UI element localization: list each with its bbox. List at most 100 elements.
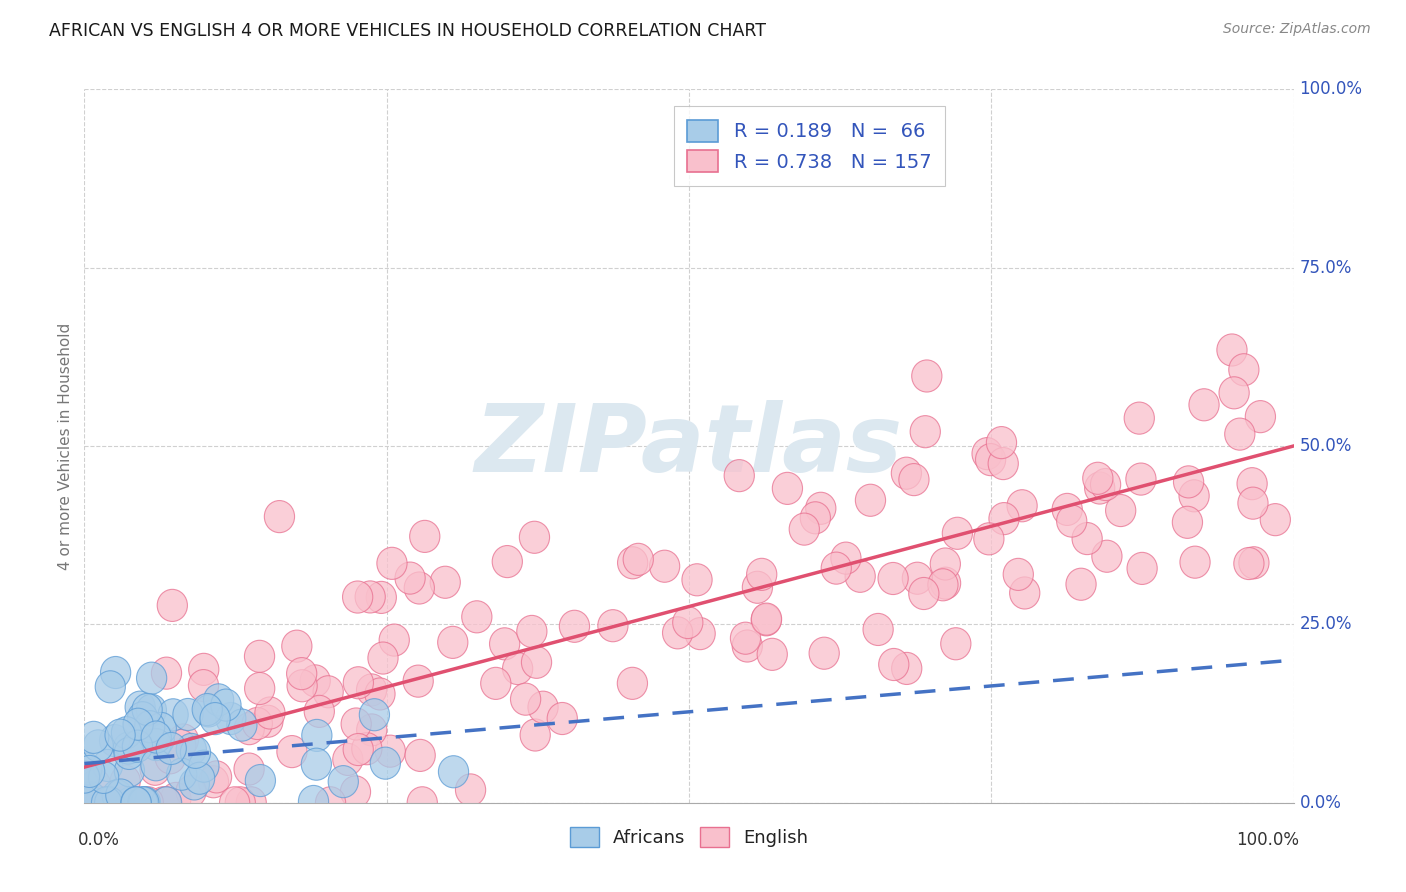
Ellipse shape xyxy=(489,628,520,660)
Ellipse shape xyxy=(891,652,922,684)
Ellipse shape xyxy=(974,523,1004,555)
Ellipse shape xyxy=(928,569,957,601)
Ellipse shape xyxy=(404,665,433,698)
Ellipse shape xyxy=(342,708,371,740)
Ellipse shape xyxy=(83,730,114,762)
Ellipse shape xyxy=(1128,552,1157,584)
Ellipse shape xyxy=(1180,546,1211,578)
Ellipse shape xyxy=(72,753,101,785)
Ellipse shape xyxy=(76,787,107,819)
Ellipse shape xyxy=(800,502,831,534)
Ellipse shape xyxy=(188,750,219,782)
Ellipse shape xyxy=(520,719,550,751)
Ellipse shape xyxy=(333,743,363,775)
Ellipse shape xyxy=(430,566,460,599)
Ellipse shape xyxy=(756,639,787,671)
Ellipse shape xyxy=(987,426,1017,458)
Ellipse shape xyxy=(340,776,371,808)
Ellipse shape xyxy=(903,562,932,594)
Ellipse shape xyxy=(166,730,195,762)
Text: ZIPatlas: ZIPatlas xyxy=(475,400,903,492)
Ellipse shape xyxy=(219,787,250,819)
Ellipse shape xyxy=(1126,463,1156,495)
Ellipse shape xyxy=(1052,493,1083,525)
Ellipse shape xyxy=(150,787,181,819)
Ellipse shape xyxy=(672,607,703,639)
Ellipse shape xyxy=(114,738,145,770)
Ellipse shape xyxy=(1007,490,1038,522)
Ellipse shape xyxy=(1010,577,1040,609)
Ellipse shape xyxy=(122,708,153,740)
Ellipse shape xyxy=(685,617,716,649)
Ellipse shape xyxy=(301,748,332,780)
Ellipse shape xyxy=(1091,468,1121,500)
Ellipse shape xyxy=(128,702,157,734)
Ellipse shape xyxy=(972,438,1002,470)
Ellipse shape xyxy=(93,749,122,781)
Ellipse shape xyxy=(831,542,860,574)
Ellipse shape xyxy=(198,765,229,797)
Ellipse shape xyxy=(1083,462,1114,494)
Ellipse shape xyxy=(617,547,648,579)
Ellipse shape xyxy=(80,787,110,819)
Ellipse shape xyxy=(522,646,551,678)
Y-axis label: 4 or more Vehicles in Household: 4 or more Vehicles in Household xyxy=(58,322,73,570)
Text: Source: ZipAtlas.com: Source: ZipAtlas.com xyxy=(1223,22,1371,37)
Ellipse shape xyxy=(110,765,141,797)
Ellipse shape xyxy=(560,610,589,642)
Ellipse shape xyxy=(439,756,468,788)
Ellipse shape xyxy=(160,782,191,814)
Ellipse shape xyxy=(245,673,274,705)
Ellipse shape xyxy=(1056,505,1087,537)
Ellipse shape xyxy=(166,758,197,790)
Ellipse shape xyxy=(437,626,468,658)
Ellipse shape xyxy=(131,787,160,819)
Ellipse shape xyxy=(547,703,578,735)
Ellipse shape xyxy=(357,714,387,746)
Ellipse shape xyxy=(395,562,425,594)
Ellipse shape xyxy=(194,695,224,727)
Ellipse shape xyxy=(370,747,401,780)
Ellipse shape xyxy=(855,484,886,516)
Ellipse shape xyxy=(155,742,186,774)
Ellipse shape xyxy=(789,513,820,545)
Ellipse shape xyxy=(988,502,1019,534)
Ellipse shape xyxy=(100,724,129,756)
Ellipse shape xyxy=(96,671,125,703)
Ellipse shape xyxy=(235,713,264,745)
Ellipse shape xyxy=(1084,472,1115,504)
Ellipse shape xyxy=(733,630,762,662)
Ellipse shape xyxy=(134,787,163,819)
Ellipse shape xyxy=(152,657,181,690)
Ellipse shape xyxy=(1066,568,1097,600)
Ellipse shape xyxy=(617,667,648,699)
Ellipse shape xyxy=(519,521,550,553)
Ellipse shape xyxy=(409,520,440,552)
Ellipse shape xyxy=(1002,558,1033,591)
Ellipse shape xyxy=(225,787,256,819)
Ellipse shape xyxy=(179,768,209,800)
Ellipse shape xyxy=(105,779,136,811)
Ellipse shape xyxy=(891,457,921,489)
Ellipse shape xyxy=(100,657,131,689)
Ellipse shape xyxy=(910,416,941,448)
Ellipse shape xyxy=(730,622,761,654)
Ellipse shape xyxy=(79,722,108,754)
Ellipse shape xyxy=(141,753,170,785)
Ellipse shape xyxy=(1174,466,1204,498)
Ellipse shape xyxy=(941,628,972,660)
Ellipse shape xyxy=(157,698,188,731)
Ellipse shape xyxy=(69,787,100,819)
Ellipse shape xyxy=(408,787,437,819)
Ellipse shape xyxy=(304,695,335,727)
Ellipse shape xyxy=(94,787,125,819)
Ellipse shape xyxy=(148,787,179,819)
Ellipse shape xyxy=(1071,523,1102,555)
Ellipse shape xyxy=(77,787,107,819)
Ellipse shape xyxy=(510,683,541,715)
Ellipse shape xyxy=(976,443,1005,475)
Ellipse shape xyxy=(931,548,960,580)
Ellipse shape xyxy=(517,615,547,648)
Ellipse shape xyxy=(821,552,852,584)
Ellipse shape xyxy=(86,787,115,819)
